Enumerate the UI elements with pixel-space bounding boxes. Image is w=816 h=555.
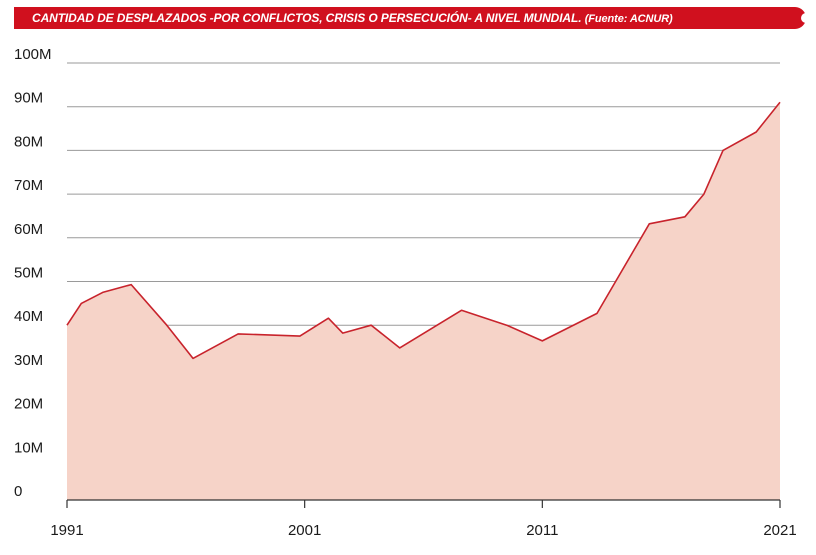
y-tick-label: 10M: [14, 439, 43, 456]
x-tick-label: 2001: [288, 522, 321, 539]
area-fill: [67, 102, 780, 501]
x-tick-label: 2011: [526, 522, 558, 539]
chart-title: CANTIDAD DE DESPLAZADOS -POR CONFLICTOS,…: [32, 10, 673, 27]
y-tick-label: 0: [14, 483, 22, 500]
chart-title-bar: CANTIDAD DE DESPLAZADOS -POR CONFLICTOS,…: [14, 7, 811, 29]
y-tick-label: 60M: [14, 221, 43, 238]
y-tick-label: 30M: [14, 352, 43, 369]
x-tick-label: 2021: [763, 522, 796, 539]
y-tick-label: 20M: [14, 396, 43, 413]
title-bar-dot: [801, 13, 811, 23]
x-tick-label: 1991: [50, 522, 83, 539]
y-tick-label: 40M: [14, 308, 43, 325]
y-tick-label: 100M: [14, 46, 52, 63]
series-line: [66, 101, 781, 360]
chart-title-main: CANTIDAD DE DESPLAZADOS -POR CONFLICTOS,…: [32, 11, 582, 25]
y-tick-label: 80M: [14, 133, 43, 150]
chart-source: (Fuente: ACNUR): [584, 13, 673, 25]
y-tick-label: 90M: [14, 90, 43, 107]
y-tick-label: 50M: [14, 265, 43, 282]
y-tick-label: 70M: [14, 177, 43, 194]
